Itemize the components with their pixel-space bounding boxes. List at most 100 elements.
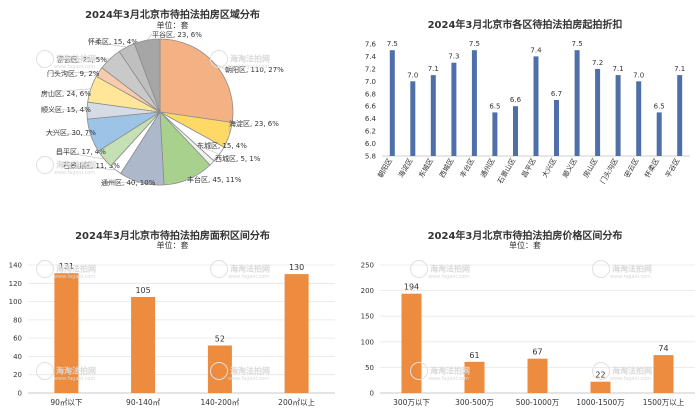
y-tick-label: 200 (361, 287, 374, 295)
bar-value-label: 7.3 (448, 53, 459, 61)
watermark: 海淘法拍网 www.fagaol.com (592, 362, 652, 382)
bar (430, 75, 436, 156)
bar-value-label: 7.2 (592, 59, 603, 67)
watermark-text: 海淘法拍网 (612, 264, 652, 274)
y-tick-label: 20 (13, 371, 22, 379)
bar-value-label: 7.1 (613, 65, 624, 73)
watermark: 海淘法拍网 www.fagaol.com (36, 260, 96, 280)
bar-value-label: 6.5 (489, 102, 500, 110)
x-tick-label: 密云区 (622, 157, 640, 180)
pie-leader-line (100, 181, 142, 183)
pie-slice-label: 西城区, 5, 1% (215, 155, 261, 163)
y-tick-label: 80 (13, 316, 22, 324)
y-tick-label: 6.6 (365, 103, 377, 111)
x-tick-label: 1000-1500万 (576, 398, 625, 407)
bar (554, 100, 559, 156)
y-tick-label: 0 (18, 390, 22, 398)
bar-value-label: 61 (469, 351, 479, 360)
watermark: 海淘法拍网 www.fagaol.com (36, 156, 96, 176)
bar (533, 56, 539, 156)
watermark-logo-icon (36, 50, 54, 68)
y-tick-label: 250 (361, 262, 374, 270)
bar-value-label: 131 (59, 262, 74, 271)
pie-leader-line (40, 108, 88, 111)
watermark-text: 海淘法拍网 (430, 264, 470, 274)
x-tick-label: 石景山区 (495, 157, 517, 186)
watermark-text: 海淘法拍网 (56, 264, 96, 274)
watermark: 海淘法拍网 www.fagaol.com (410, 260, 470, 280)
x-tick-label: 90-140㎡ (126, 398, 161, 407)
bar-value-label: 7.5 (387, 40, 398, 48)
bar (677, 75, 683, 156)
watermark-url: www.fagaol.com (228, 274, 270, 280)
pie-slice-label: 东城区, 15, 4% (197, 141, 247, 150)
x-tick-label: 200㎡以上 (278, 398, 315, 407)
x-tick-label: 通州区 (478, 157, 496, 180)
x-tick-label: 门头沟区 (598, 157, 620, 186)
pie-leader-line (45, 131, 92, 136)
pie-slice-label: 丰台区, 45, 11% (187, 175, 242, 184)
y-tick-label: 6.8 (365, 90, 376, 98)
pie-slice-label: 门头沟区, 9, 2% (47, 69, 100, 78)
pie-leader-line (87, 40, 127, 48)
pie-leader-line (40, 88, 91, 94)
bar-value-label: 6.5 (654, 102, 665, 110)
pie-leader-line (62, 164, 116, 171)
watermark-logo-icon (36, 156, 54, 174)
chart-subtitle: 单位：套 (156, 241, 189, 250)
area-bar-chart: 140 120 100 80 60 40 20 0 131 90㎡以下 105 90-140㎡ 52 14… (9, 262, 335, 407)
bar (595, 68, 601, 156)
bar-value-label: 6.7 (551, 90, 562, 98)
x-tick-label: 房山区 (581, 157, 599, 180)
bar (131, 297, 156, 393)
price-bar-panel: 2024年3月北京市待拍法拍房价格区间分布 单位：套 250 200 150 100 5… (350, 213, 700, 413)
y-tick-label: 140 (9, 262, 22, 270)
chart-subtitle: 单位：套 (509, 241, 541, 250)
watermark: 海淘法拍网 www.fagaol.com (36, 362, 96, 382)
watermark-text: 海淘法拍网 (56, 366, 96, 376)
x-tick-label: 140-200㎡ (200, 398, 239, 407)
y-tick-label: 7.4 (365, 53, 377, 61)
bar-value-label: 52 (215, 335, 225, 344)
pie-leader-line (46, 71, 100, 74)
watermark-text: 海淘法拍网 (612, 366, 652, 376)
watermark: 海淘法拍网 www.fagaol.com (210, 50, 270, 70)
y-tick-label: 40 (13, 353, 22, 361)
watermark-logo-icon (210, 362, 228, 380)
bar (54, 273, 79, 393)
bar (615, 75, 621, 156)
bar (284, 274, 309, 393)
bar-value-label: 105 (135, 286, 150, 295)
bar (653, 355, 674, 393)
bar (636, 81, 642, 156)
x-tick-label: 海淀区 (396, 157, 414, 180)
chart-subtitle: 单位：套 (156, 21, 189, 30)
bar (451, 62, 457, 157)
watermark-url: www.fagaol.com (54, 376, 96, 382)
bar-value-label: 194 (404, 283, 419, 292)
bar (492, 112, 498, 156)
y-tick-label: 7.6 (365, 41, 377, 49)
watermark-logo-icon (36, 362, 54, 380)
bar-value-label: 7.5 (469, 40, 480, 48)
watermark-url: www.fagaol.com (54, 170, 96, 176)
y-tick-label: 60 (13, 335, 22, 343)
pie-slice-label: 密云区, 21, 5% (57, 55, 107, 64)
pie-slice-label: 怀柔区, 15, 4% (88, 37, 138, 46)
watermark-logo-icon (410, 260, 428, 278)
bar-value-label: 7.5 (572, 40, 583, 48)
pie-slice-label: 朝阳区, 110, 27% (225, 65, 284, 74)
watermark: 海淘法拍网 www.fagaol.com (410, 362, 470, 382)
x-tick-label: 90㎡以下 (50, 398, 83, 407)
bar-value-label: 74 (658, 344, 668, 353)
bar-value-label: 67 (532, 348, 542, 357)
y-tick-label: 100 (9, 298, 22, 306)
discount-bar-chart: 7.6 7.4 7.2 7.0 6.8 6.6 6.4 6.2 6.0 5.8 7.5 朝阳区 7.0 海… (365, 40, 690, 186)
pie-leader-line (211, 157, 216, 164)
x-tick-label: 平谷区 (663, 157, 681, 180)
watermark-url: www.fagaol.com (610, 274, 652, 280)
watermark-logo-icon (210, 260, 228, 278)
y-tick-label: 6.4 (365, 115, 377, 123)
pie-leader-line (146, 33, 153, 41)
y-tick-label: 50 (365, 364, 374, 372)
